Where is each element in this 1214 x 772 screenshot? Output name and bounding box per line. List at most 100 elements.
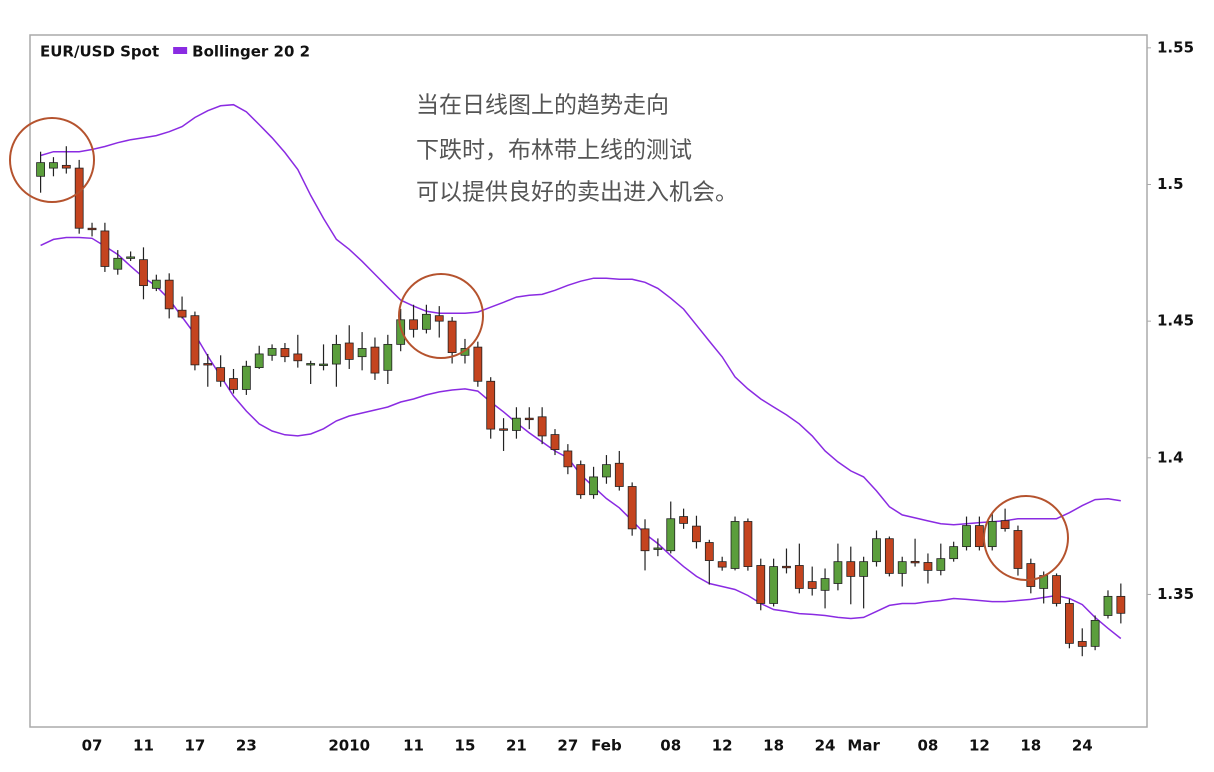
annotation-line: 可以提供良好的卖出进入机会。 [416, 180, 738, 206]
candle-body [1116, 595, 1126, 614]
candle-body [203, 363, 213, 366]
candle-body [640, 528, 650, 552]
x-tick-label: 24 [1072, 737, 1093, 755]
candle-body [139, 259, 148, 287]
candle-body [36, 162, 45, 177]
candle-body [923, 562, 933, 571]
candle-body [216, 367, 226, 382]
axis-layer: 1.35 1.4 1.45 1.5 1.55 07 11 17 23 2010 11 15 21 27 Fe… [82, 38, 1194, 754]
highlight-circle [9, 117, 95, 203]
candle-body [254, 353, 264, 369]
candle-body [164, 279, 174, 310]
x-tick-label: 11 [403, 737, 424, 755]
candle-body [614, 462, 624, 487]
legend-swatch [173, 47, 188, 54]
candle-body [512, 417, 521, 431]
highlight-circle [983, 495, 1069, 581]
candle-body [1065, 603, 1074, 644]
plot-frame [29, 34, 1148, 728]
candle-body [344, 342, 354, 360]
candle-body [460, 348, 470, 356]
candle-body [61, 164, 71, 169]
x-tick-label: 27 [557, 737, 578, 755]
y-tick-label: 1.5 [1157, 175, 1184, 193]
candle-body [704, 542, 714, 561]
candle-body [756, 565, 766, 604]
bollinger-upper [40, 103, 1121, 526]
candle-body [434, 315, 444, 322]
x-tick-label: 08 [660, 737, 681, 755]
candle-body [884, 538, 894, 574]
candle-body [1077, 641, 1087, 647]
candle-body [151, 279, 161, 289]
candle-body [524, 417, 534, 421]
candle-body [74, 167, 84, 229]
candle-body [370, 346, 380, 374]
candle-body [794, 565, 804, 589]
candle-body [962, 525, 971, 548]
candle-body [267, 348, 277, 356]
candle-body [730, 521, 740, 569]
x-tick-label: Mar [847, 737, 880, 755]
y-tick-label: 1.35 [1157, 585, 1194, 603]
candle-body [666, 518, 676, 552]
candle-body [627, 486, 637, 530]
annotation-line: 下跌时，布林带上线的测试 [416, 138, 692, 164]
candle-body [190, 315, 200, 366]
candle-body [974, 525, 984, 548]
candle-body [100, 230, 110, 267]
candle-body [820, 578, 830, 591]
candle-body [692, 525, 701, 543]
candle-body [421, 313, 431, 330]
x-tick-label: 2010 [328, 737, 370, 755]
candle-body [306, 363, 316, 366]
candle-body [126, 256, 136, 259]
x-tick-label: 18 [1020, 737, 1041, 755]
candle-body [653, 547, 663, 550]
candle-body [1013, 530, 1023, 569]
y-tick-label: 1.45 [1157, 312, 1194, 330]
candle-body [447, 320, 457, 353]
candle-body [1052, 575, 1061, 604]
candle-body [987, 521, 997, 548]
candle-body [499, 428, 508, 431]
highlight-circle [398, 273, 484, 359]
candle-body [473, 346, 483, 382]
candle-body [936, 558, 946, 571]
x-tick-label: 12 [712, 737, 733, 755]
candle-body [383, 343, 393, 371]
x-tick-label: 21 [506, 737, 527, 755]
candle-body [357, 348, 367, 358]
candle-body [846, 561, 856, 577]
x-tick-label: 15 [455, 737, 476, 755]
candle-body [679, 516, 688, 524]
candle-body [550, 434, 560, 450]
candle-body [229, 378, 238, 390]
candle-body [859, 561, 869, 577]
x-tick-label: 08 [918, 737, 939, 755]
candle-body [833, 561, 843, 584]
candle-body [949, 546, 959, 560]
candle-body [589, 476, 598, 496]
candle-body [331, 343, 341, 365]
x-tick-label: 23 [236, 737, 257, 755]
candle-body [409, 319, 418, 330]
x-tick-label: 17 [184, 737, 205, 755]
candle-body [1090, 620, 1100, 647]
candle-body [563, 450, 573, 468]
candle-body [293, 353, 303, 362]
annotation-line: 当在日线图上的趋势走向 [416, 93, 669, 119]
candle-body [782, 565, 791, 569]
candle-body [486, 380, 496, 430]
candle-body [717, 561, 727, 568]
candle-body [1026, 563, 1036, 587]
candle-body [113, 257, 123, 270]
candle-body [897, 561, 907, 574]
marks-layer [36, 103, 1126, 657]
candle-body [1000, 520, 1010, 529]
x-tick-label: 24 [815, 737, 836, 755]
candle-body [872, 538, 881, 563]
candle-body [769, 566, 779, 604]
candle-body [87, 227, 97, 231]
